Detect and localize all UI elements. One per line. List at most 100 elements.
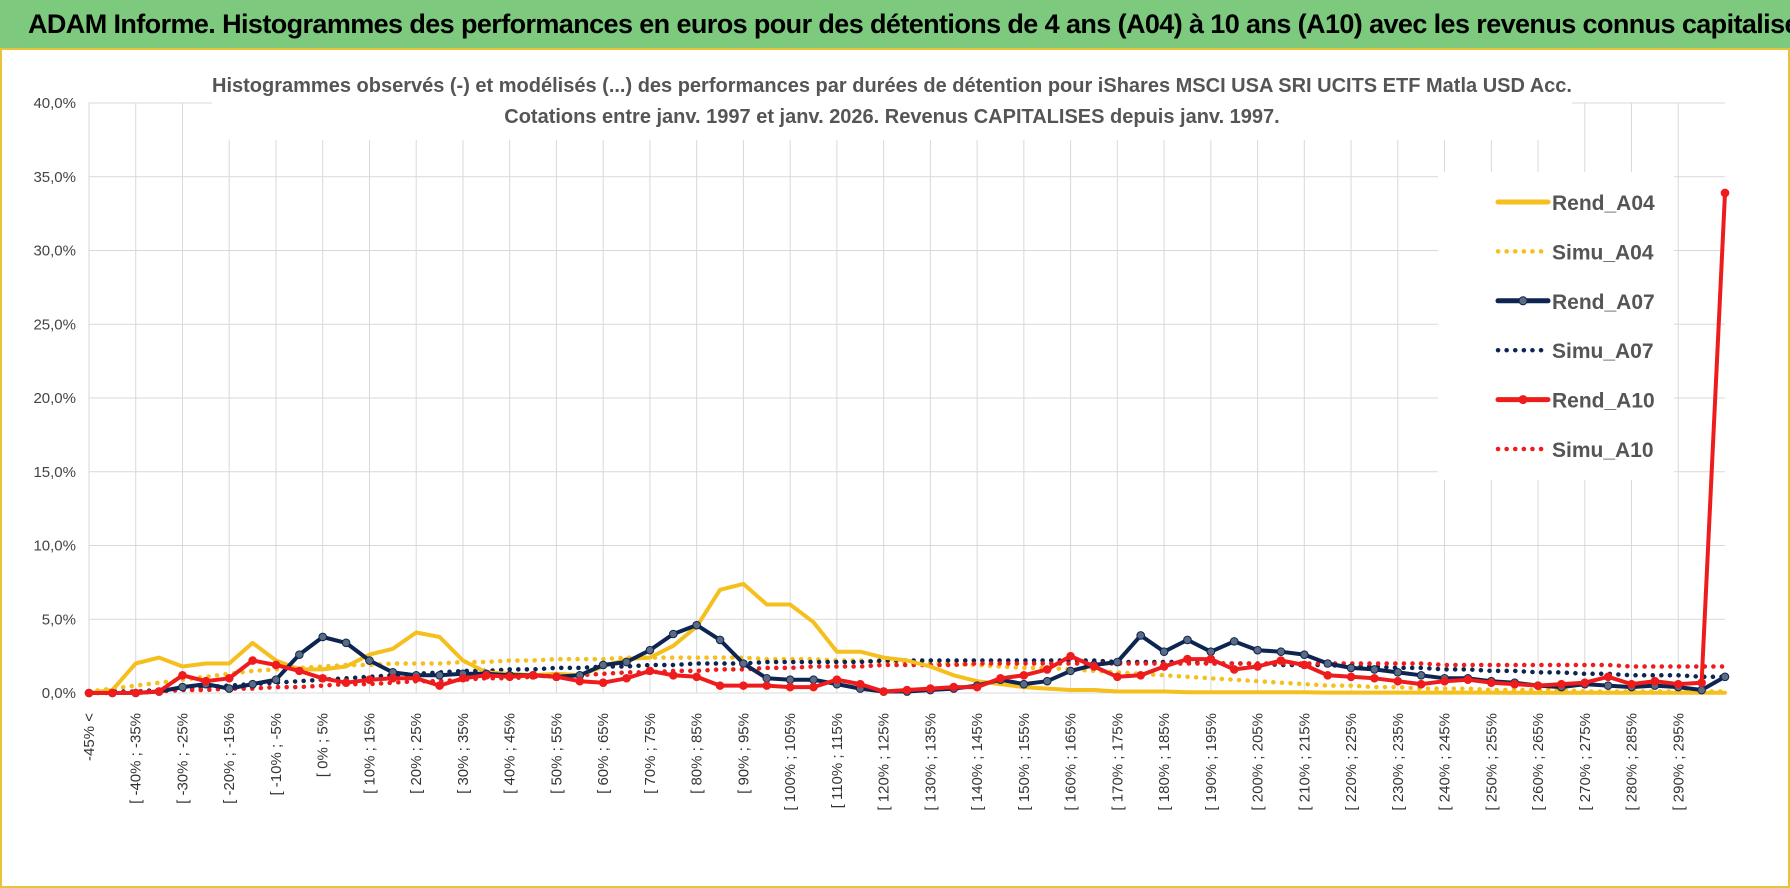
data-point-rend-a10 (505, 672, 514, 682)
data-point-rend-a10 (1720, 188, 1730, 198)
data-point-rend-a07 (809, 675, 818, 685)
data-point-rend-a10 (1650, 676, 1660, 686)
data-point-rend-a10 (411, 673, 421, 683)
data-point-rend-a10 (668, 671, 678, 680)
data-point-rend-a10 (715, 681, 725, 690)
series-lines (84, 188, 1730, 698)
legend-label: Simu_A07 (1552, 340, 1654, 363)
data-point-rend-a10 (224, 673, 234, 683)
data-point-rend-a10 (1300, 660, 1309, 670)
data-point-rend-a10 (1276, 656, 1286, 665)
data-point-rend-a10 (1580, 678, 1590, 687)
data-point-rend-a10 (692, 672, 701, 682)
report-title: ADAM Informe. Histogrammes des performan… (28, 9, 1790, 39)
x-tick-label: [ 90% ; 95% (735, 713, 752, 794)
data-point-rend-a10 (1066, 651, 1075, 661)
data-point-rend-a07 (1183, 635, 1192, 645)
data-point-rend-a10 (855, 679, 865, 689)
data-point-rend-a10 (1346, 672, 1356, 682)
data-point-rend-a07 (1159, 647, 1169, 657)
data-point-rend-a07 (1370, 665, 1379, 674)
data-point-rend-a07 (645, 645, 655, 655)
title-background (212, 68, 1572, 140)
x-tick-label: [ 270% ; 275% (1577, 713, 1594, 811)
data-point-rend-a07 (1229, 637, 1239, 646)
data-point-rend-a10 (1183, 654, 1192, 664)
data-point-rend-a07 (1019, 679, 1029, 689)
x-tick-label: [ 0% ; 5% (315, 713, 332, 777)
x-tick-label: [ 150% ; 155% (1016, 713, 1033, 811)
data-point-rend-a07 (1136, 631, 1146, 640)
data-point-rend-a07 (295, 650, 304, 659)
data-point-rend-a10 (1253, 662, 1262, 671)
data-point-rend-a10 (1042, 665, 1052, 674)
data-point-rend-a10 (552, 672, 561, 682)
data-point-rend-a10 (926, 684, 935, 693)
y-tick-label: 30,0% (33, 243, 76, 260)
data-point-rend-a07 (1416, 671, 1426, 680)
data-point-rend-a10 (295, 666, 304, 676)
data-point-rend-a10 (622, 673, 631, 683)
data-point-rend-a10 (1393, 676, 1403, 686)
data-point-rend-a10 (528, 671, 538, 680)
data-point-rend-a10 (1113, 672, 1122, 682)
data-point-rend-a10 (1206, 654, 1216, 664)
data-point-rend-a07 (318, 632, 328, 642)
data-point-rend-a07 (248, 679, 257, 689)
data-point-rend-a10 (832, 675, 842, 685)
x-tick-label: [ 260% ; 265% (1530, 713, 1547, 811)
data-point-rend-a10 (902, 685, 912, 695)
x-tick-label: [ 290% ; 295% (1670, 713, 1687, 811)
data-point-rend-a10 (1486, 678, 1496, 687)
data-point-rend-a10 (1416, 679, 1426, 689)
data-point-rend-a10 (1533, 681, 1543, 690)
data-point-rend-a10 (1673, 679, 1683, 689)
data-point-rend-a07 (598, 660, 608, 670)
data-point-rend-a10 (248, 656, 257, 665)
x-tick-label: [ 160% ; 165% (1063, 713, 1080, 811)
x-tick-label: [ 140% ; 145% (969, 713, 986, 811)
data-point-rend-a10 (388, 673, 398, 683)
x-tick-label: [ 60% ; 65% (595, 713, 612, 794)
x-tick-label: [ -30% ; -25% (174, 713, 191, 804)
x-axis: -45% < [ -40% ; -35% [ -30% ; -25% [ -20% ;… (81, 713, 1687, 811)
data-point-rend-a07 (785, 675, 795, 685)
x-tick-label: [ 220% ; 225% (1343, 713, 1360, 811)
data-point-rend-a10 (785, 682, 795, 692)
series-line-simu-a04 (86, 655, 1728, 694)
data-point-rend-a07 (1276, 647, 1286, 657)
x-tick-label: [ 110% ; 115% (829, 713, 846, 808)
x-tick-label: [ 70% ; 75% (642, 713, 659, 794)
data-point-rend-a07 (715, 635, 725, 645)
data-point-rend-a07 (1206, 647, 1216, 657)
y-tick-label: 5,0% (42, 611, 76, 628)
x-tick-label: [ 180% ; 185% (1156, 713, 1173, 811)
data-point-rend-a10 (1463, 675, 1473, 685)
data-point-rend-a10 (972, 682, 982, 692)
data-point-rend-a10 (201, 676, 211, 686)
data-point-rend-a07 (271, 675, 281, 685)
chart-frame (0, 50, 1790, 888)
legend: Rend_A04 Simu_A04 Rend_A07 Simu_A07 Rend_A10… (1438, 172, 1674, 480)
x-tick-label: [ 250% ; 255% (1483, 713, 1500, 811)
data-point-rend-a07 (1720, 672, 1730, 682)
x-tick-label: [ 20% ; 25% (408, 713, 425, 794)
data-point-rend-a10 (108, 688, 117, 698)
x-tick-label: [ 50% ; 55% (548, 713, 565, 794)
chart-title-line: Histogrammes observés (-) et modélisés (… (212, 75, 1572, 97)
data-point-rend-a10 (1627, 679, 1636, 689)
y-tick-label: 15,0% (33, 464, 76, 481)
data-point-rend-a10 (318, 673, 328, 683)
data-point-rend-a07 (1346, 663, 1356, 673)
legend-marker (1518, 395, 1528, 405)
data-point-rend-a07 (1042, 676, 1052, 686)
x-tick-label: [ 210% ; 215% (1296, 713, 1313, 811)
x-tick-label: [ 120% ; 125% (876, 713, 893, 811)
y-tick-label: 25,0% (33, 316, 76, 333)
data-point-rend-a10 (365, 675, 374, 685)
data-point-rend-a10 (739, 681, 748, 690)
x-tick-label: [ 280% ; 285% (1624, 713, 1641, 811)
x-tick-label: [ 80% ; 85% (689, 713, 706, 794)
x-tick-label: [ 100% ; 105% (782, 713, 799, 811)
data-point-rend-a10 (482, 671, 491, 680)
